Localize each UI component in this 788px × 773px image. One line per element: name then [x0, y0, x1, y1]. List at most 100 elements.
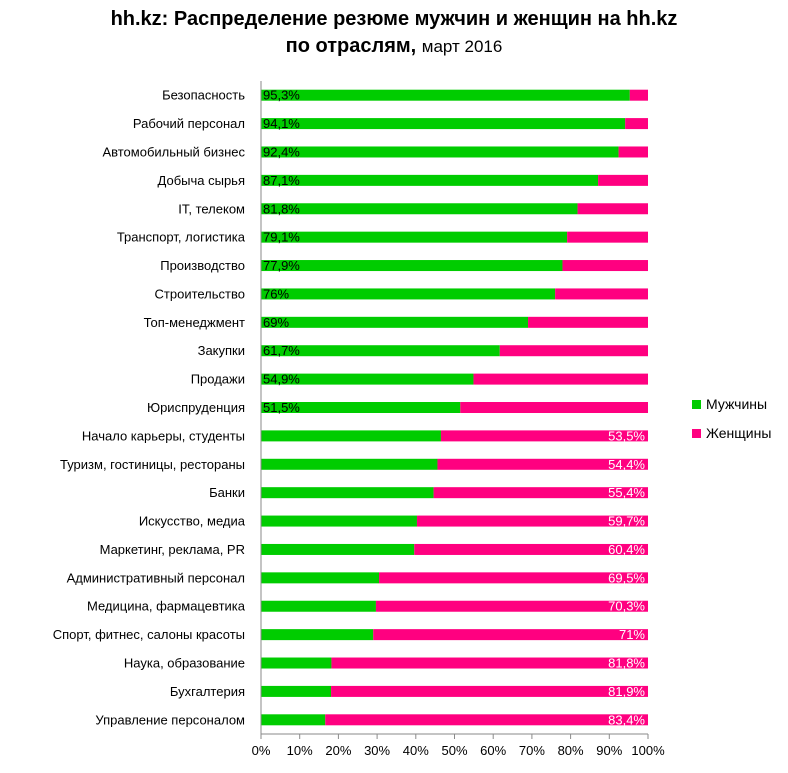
category-label: Банки	[209, 485, 245, 500]
bar-segment-men	[261, 515, 417, 527]
data-label: 60,4%	[608, 542, 645, 557]
data-label: 94,1%	[263, 116, 300, 131]
bar-segment-men	[261, 430, 441, 442]
bar-segment-women	[618, 146, 648, 158]
bar-segment-men	[261, 118, 626, 130]
data-label: 71%	[619, 627, 645, 642]
bar-segment-men	[261, 685, 332, 697]
category-label: Наука, образование	[124, 656, 245, 671]
category-label: Начало карьеры, студенты	[82, 428, 245, 443]
category-label: Рабочий персонал	[133, 116, 245, 131]
category-label: Медицина, фармацевтика	[87, 599, 246, 614]
category-label: Маркетинг, реклама, PR	[100, 542, 245, 557]
x-tick-label: 10%	[287, 743, 313, 758]
x-tick-label: 30%	[364, 743, 390, 758]
bar-segment-women	[379, 572, 648, 584]
legend-item-women: Женщины	[692, 423, 771, 443]
data-label: 81,8%	[608, 656, 645, 671]
bar-segment-women	[567, 231, 648, 243]
bar-segment-men	[261, 657, 332, 669]
bar-segment-women	[437, 458, 648, 470]
category-label: Юриспруденция	[147, 400, 245, 415]
data-label: 69,5%	[608, 570, 645, 585]
data-label: 95,3%	[263, 88, 300, 103]
category-label: Искусство, медиа	[139, 514, 246, 529]
bar-segment-men	[261, 458, 438, 470]
data-label: 70,3%	[608, 599, 645, 614]
bar-segment-women	[625, 118, 648, 130]
chart-title-line2-bold: по отраслям,	[285, 35, 417, 57]
data-label: 54,9%	[263, 372, 300, 387]
category-label: Автомобильный бизнес	[102, 144, 245, 159]
category-label: Туризм, гостиницы, рестораны	[60, 457, 245, 472]
category-label: Транспорт, логистика	[117, 230, 246, 245]
bar-segment-women	[331, 685, 648, 697]
bar-segment-men	[261, 714, 326, 726]
x-tick-label: 70%	[519, 743, 545, 758]
data-label: 54,4%	[608, 457, 645, 472]
category-label: Добыча сырья	[158, 173, 245, 188]
data-label: 81,8%	[263, 201, 300, 216]
data-label: 76%	[263, 286, 289, 301]
bar-segment-men	[261, 174, 599, 186]
chart-title: hh.kz: Распределение резюме мужчин и жен…	[0, 6, 788, 60]
bar-segment-men	[261, 373, 474, 385]
bar-segment-women	[414, 543, 648, 555]
bar-segment-women	[528, 316, 648, 328]
bar-segment-women	[562, 260, 648, 272]
bar-segment-men	[261, 572, 380, 584]
data-label: 61,7%	[263, 343, 300, 358]
data-label: 87,1%	[263, 173, 300, 188]
bar-segment-women	[375, 600, 648, 612]
data-label: 83,4%	[608, 712, 645, 727]
category-label: IT, телеком	[178, 201, 245, 216]
x-tick-label: 60%	[480, 743, 506, 758]
data-label: 55,4%	[608, 485, 645, 500]
x-tick-label: 20%	[325, 743, 351, 758]
legend-item-men: Мужчины	[692, 394, 771, 414]
bar-segment-men	[261, 487, 434, 499]
bar-segment-women	[331, 657, 648, 669]
bar-segment-men	[261, 260, 563, 272]
data-label: 69%	[263, 315, 289, 330]
x-tick-label: 80%	[558, 743, 584, 758]
data-label: 77,9%	[263, 258, 300, 273]
bar-segment-men	[261, 288, 556, 300]
category-label: Производство	[160, 258, 245, 273]
bar-segment-men	[261, 629, 374, 641]
bar-segment-women	[440, 430, 648, 442]
category-label: Закупки	[198, 343, 245, 358]
category-label: Управление персоналом	[95, 712, 245, 727]
bar-segment-men	[261, 203, 578, 215]
bar-segment-women	[373, 629, 648, 641]
x-tick-label: 100%	[631, 743, 665, 758]
chart-title-main: hh.kz: Распределение резюме мужчин и жен…	[110, 8, 678, 30]
bar-segment-women	[629, 89, 648, 101]
bar-segment-women	[499, 345, 648, 357]
category-label: Бухгалтерия	[170, 684, 245, 699]
x-tick-label: 40%	[403, 743, 429, 758]
bar-segment-women	[433, 487, 648, 499]
bar-segment-men	[261, 345, 500, 357]
bar-segment-men	[261, 402, 461, 413]
legend-swatch-women	[692, 428, 701, 438]
bar-segment-men	[261, 316, 529, 328]
bar-segment-women	[325, 714, 648, 726]
bar-segment-men	[261, 146, 619, 158]
bar-segment-women	[473, 373, 648, 385]
category-label: Продажи	[191, 372, 245, 387]
bar-segment-men	[261, 600, 376, 612]
category-label: Строительство	[155, 286, 245, 301]
legend-swatch-men	[692, 399, 701, 409]
data-label: 53,5%	[608, 428, 645, 443]
bar-segment-women	[460, 402, 648, 413]
data-label: 59,7%	[608, 514, 645, 529]
bar-segment-men	[261, 543, 415, 555]
category-label: Безопасность	[162, 88, 245, 103]
legend-label-women: Женщины	[706, 425, 772, 441]
chart-legend: Мужчины Женщины	[692, 394, 771, 452]
data-label: 51,5%	[263, 400, 300, 415]
x-tick-label: 50%	[441, 743, 467, 758]
bar-segment-men	[261, 231, 568, 243]
